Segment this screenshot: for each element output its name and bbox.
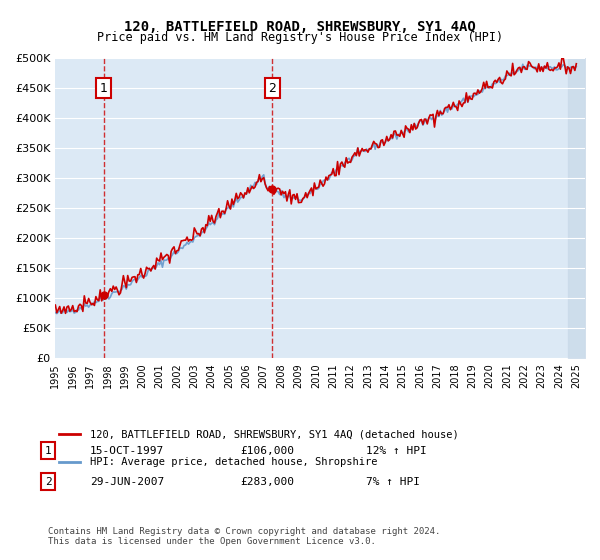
Text: 120, BATTLEFIELD ROAD, SHREWSBURY, SY1 4AQ (detached house): 120, BATTLEFIELD ROAD, SHREWSBURY, SY1 4…: [90, 430, 459, 440]
Text: Price paid vs. HM Land Registry's House Price Index (HPI): Price paid vs. HM Land Registry's House …: [97, 31, 503, 44]
Text: 7% ↑ HPI: 7% ↑ HPI: [366, 477, 420, 487]
Text: 120, BATTLEFIELD ROAD, SHREWSBURY, SY1 4AQ: 120, BATTLEFIELD ROAD, SHREWSBURY, SY1 4…: [124, 20, 476, 34]
Text: 1: 1: [100, 82, 108, 95]
Text: HPI: Average price, detached house, Shropshire: HPI: Average price, detached house, Shro…: [90, 456, 378, 466]
Text: 2: 2: [44, 477, 52, 487]
Text: 15-OCT-1997: 15-OCT-1997: [90, 446, 164, 456]
Text: Contains HM Land Registry data © Crown copyright and database right 2024.
This d: Contains HM Land Registry data © Crown c…: [48, 526, 440, 546]
Text: 29-JUN-2007: 29-JUN-2007: [90, 477, 164, 487]
Text: £283,000: £283,000: [240, 477, 294, 487]
Text: £106,000: £106,000: [240, 446, 294, 456]
Text: 2: 2: [268, 82, 276, 95]
Text: 1: 1: [44, 446, 52, 456]
Text: 12% ↑ HPI: 12% ↑ HPI: [366, 446, 427, 456]
